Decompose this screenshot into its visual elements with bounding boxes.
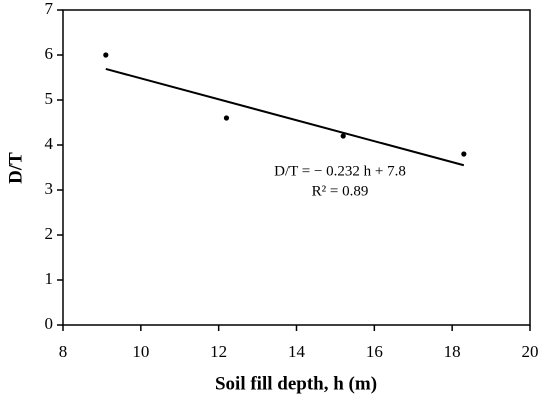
y-tick-label: 4 xyxy=(45,134,54,153)
y-tick-label: 3 xyxy=(45,179,54,198)
x-tick-label: 14 xyxy=(288,342,306,361)
y-tick-label: 0 xyxy=(45,314,54,333)
r-squared: R² = 0.89 xyxy=(312,183,369,199)
x-tick-label: 20 xyxy=(522,342,539,361)
x-tick-label: 12 xyxy=(210,342,227,361)
equation: D/T = − 0.232 h + 7.8 xyxy=(274,163,406,179)
data-point xyxy=(103,52,109,58)
y-tick-label: 6 xyxy=(45,44,54,63)
y-tick-label: 2 xyxy=(45,224,54,243)
x-tick-label: 18 xyxy=(444,342,461,361)
x-axis-title: Soil fill depth, h (m) xyxy=(215,373,377,394)
x-tick-label: 10 xyxy=(132,342,149,361)
x-tick-label: 16 xyxy=(366,342,383,361)
y-axis-title: D/T xyxy=(5,152,26,184)
x-tick-label: 8 xyxy=(59,342,68,361)
y-tick-label: 1 xyxy=(45,269,54,288)
data-point xyxy=(223,115,230,121)
y-tick-label: 7 xyxy=(45,0,54,18)
data-point xyxy=(461,151,467,157)
y-tick-label: 5 xyxy=(45,89,54,108)
data-point xyxy=(340,133,346,139)
trend-line xyxy=(105,67,465,167)
